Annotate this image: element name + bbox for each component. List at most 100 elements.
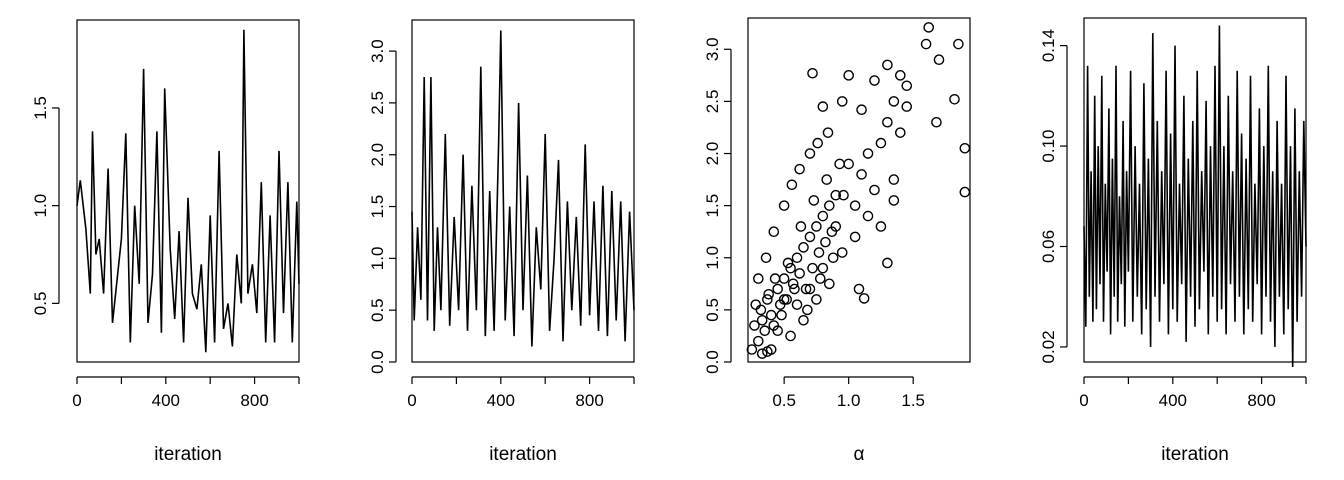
scatter-point (768, 226, 780, 237)
y-tick-label: 0.5 (703, 298, 722, 322)
scatter-point (789, 283, 800, 295)
x-tick-label: 800 (240, 391, 268, 410)
scatter-point (821, 174, 833, 185)
scatter-point (778, 273, 790, 284)
scatter-point (756, 315, 768, 326)
scatter-point (795, 221, 807, 232)
y-tick-label: 0.14 (1039, 29, 1058, 62)
scatter-point (849, 231, 861, 243)
scatter-point (843, 158, 854, 170)
scatter-point (827, 252, 839, 264)
scatter-point (888, 195, 900, 206)
scatter-point (836, 247, 848, 258)
x-tick-label: 1.5 (901, 391, 925, 410)
x-tick-label: 0.5 (772, 391, 796, 410)
scatter-point (769, 273, 781, 284)
scatter-point (765, 309, 777, 321)
scatter-point (953, 38, 964, 50)
scatter-point (787, 278, 799, 290)
x-tick-label: 0 (72, 391, 81, 410)
scatter-point (804, 283, 816, 295)
scatter-point (875, 137, 887, 149)
scatter-point (834, 158, 845, 170)
y-tick-label: 1.0 (703, 246, 722, 270)
scatter-point (746, 344, 758, 355)
scatter-point (813, 247, 825, 258)
scatter-point (933, 54, 945, 65)
scatter-point (838, 189, 849, 201)
scatter-point (901, 101, 913, 112)
scatter-point (812, 137, 823, 149)
scatter-point (804, 231, 816, 243)
scatter-point (895, 70, 906, 81)
scatter-point (920, 38, 932, 50)
scatter-point (888, 174, 900, 185)
scatter-point (830, 221, 842, 232)
scatter-point (808, 195, 820, 206)
chart-panel-4: 0 400 800 0.02 0.06 0.10 0.14 iteration (1039, 17, 1307, 465)
scatter-point (856, 169, 867, 180)
scatter-point (755, 304, 767, 316)
scatter-point (843, 70, 854, 81)
y-tick-label: 0.5 (368, 298, 387, 322)
scatter-point (817, 210, 829, 222)
scatter-point (782, 257, 794, 269)
trace-line-series-1 (411, 30, 635, 347)
x-axis-title: iteration (1161, 444, 1229, 465)
scatter-point (763, 288, 774, 300)
scatter-point (820, 236, 831, 248)
y-tick-label: 1.0 (368, 247, 387, 271)
x-axis-title: α (854, 444, 865, 465)
scatter-point (959, 143, 971, 154)
y-tick-label: 0.0 (703, 350, 722, 374)
scatter-point (791, 299, 803, 310)
scatter-point (772, 283, 783, 295)
scatter-point (778, 200, 790, 211)
scatter-point (959, 186, 971, 198)
scatter-point (750, 299, 762, 310)
y-tick-label: 2.5 (703, 90, 722, 114)
scatter-point (875, 221, 887, 232)
x-tick-label: 400 (152, 391, 180, 410)
scatter-point (800, 283, 812, 295)
trace-line-series-1 (1083, 25, 1307, 368)
y-tick-label: 3.0 (703, 37, 722, 61)
plot-frame (76, 19, 300, 363)
scatter-point (798, 242, 809, 253)
scatter-point (931, 116, 942, 128)
scatter-point (759, 325, 771, 337)
chart-panel-2: 0 400 800 0.0 0.5 1.0 1.5 2.0 2.5 3.0 iteration (368, 19, 635, 465)
scatter-point (785, 262, 796, 274)
scatter-point (753, 335, 764, 347)
plot-frame (747, 17, 971, 363)
x-tick-label: 800 (575, 391, 603, 410)
scatter-point (791, 252, 803, 264)
scatter-point (762, 294, 773, 305)
scatter-point (822, 127, 834, 138)
scatter-point (794, 268, 805, 279)
y-tick-label: 1.5 (31, 96, 50, 120)
scatter-point (853, 283, 865, 295)
scatter-point (849, 200, 861, 211)
scatter-point (749, 320, 760, 331)
y-tick-label: 1.5 (703, 194, 722, 218)
y-tick-label: 2.0 (368, 143, 387, 167)
chart-panel-3: 0.5 1.0 1.5 0.0 0.5 1.0 1.5 2.0 2.5 3.0 α (703, 17, 971, 465)
x-tick-label: 0 (1079, 391, 1088, 410)
plot-frame (1083, 17, 1307, 363)
y-tick-label: 0.5 (31, 292, 50, 316)
y-tick-label: 0.06 (1039, 230, 1058, 263)
scatter-point (824, 200, 835, 211)
scatter-point (882, 59, 893, 71)
scatter-point (882, 116, 893, 128)
scatter-point (895, 127, 906, 138)
scatter-point (949, 94, 960, 105)
scatter-point (778, 294, 790, 305)
scatter-point (862, 210, 874, 222)
chart-panel-1: 0 400 800 0.5 1.0 1.5 iteration (31, 19, 300, 465)
scatter-point (923, 22, 934, 33)
trace-line-series-1 (76, 29, 300, 353)
y-tick-label: 2.5 (368, 91, 387, 115)
scatter-point (776, 309, 787, 321)
